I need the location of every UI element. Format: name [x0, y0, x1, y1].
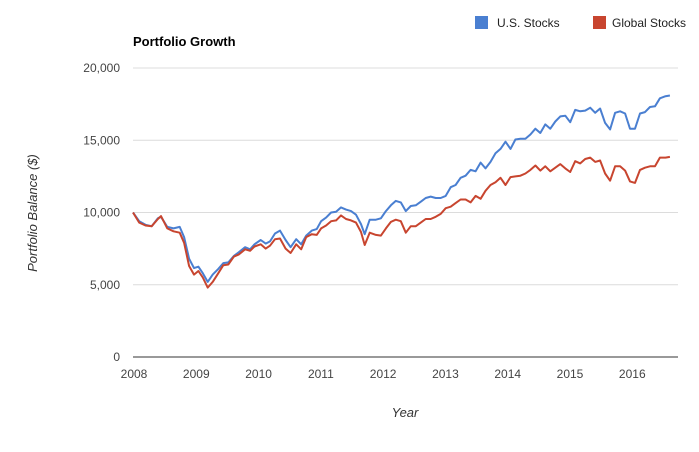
gridlines — [133, 67, 678, 358]
x-axis-ticks: 2008 2009 2010 2011 2012 2013 2014 2015 2016 — [121, 367, 646, 381]
series-lines — [132, 94, 671, 289]
legend-label-global-stocks: Global Stocks — [612, 16, 686, 30]
x-tick-label: 2012 — [370, 367, 397, 381]
x-tick-label: 2011 — [308, 367, 334, 381]
y-axis-ticks: 0 5,000 10,000 15,000 20,000 — [83, 61, 120, 364]
y-tick-label: 20,000 — [83, 61, 120, 75]
legend-label-us-stocks: U.S. Stocks — [497, 16, 560, 30]
x-tick-label: 2013 — [432, 367, 459, 381]
x-tick-label: 2015 — [557, 367, 584, 381]
chart-title: Portfolio Growth — [133, 34, 236, 49]
y-tick-label: 15,000 — [83, 133, 120, 147]
y-tick-label: 10,000 — [83, 206, 120, 220]
y-tick-label: 5,000 — [90, 278, 120, 292]
x-tick-label: 2008 — [121, 367, 148, 381]
series-line-u-s-stocks — [132, 94, 671, 283]
x-tick-label: 2016 — [619, 367, 646, 381]
legend-swatch-us-stocks — [475, 16, 488, 29]
x-tick-label: 2009 — [183, 367, 210, 381]
y-axis-title: Portfolio Balance ($) — [25, 154, 40, 272]
legend-swatch-global-stocks — [593, 16, 606, 29]
x-axis-title: Year — [392, 405, 419, 420]
series-line-global-stocks — [132, 155, 671, 289]
x-tick-label: 2014 — [494, 367, 521, 381]
y-tick-label: 0 — [113, 350, 120, 364]
legend: U.S. Stocks Global Stocks — [475, 16, 686, 30]
x-tick-label: 2010 — [245, 367, 272, 381]
